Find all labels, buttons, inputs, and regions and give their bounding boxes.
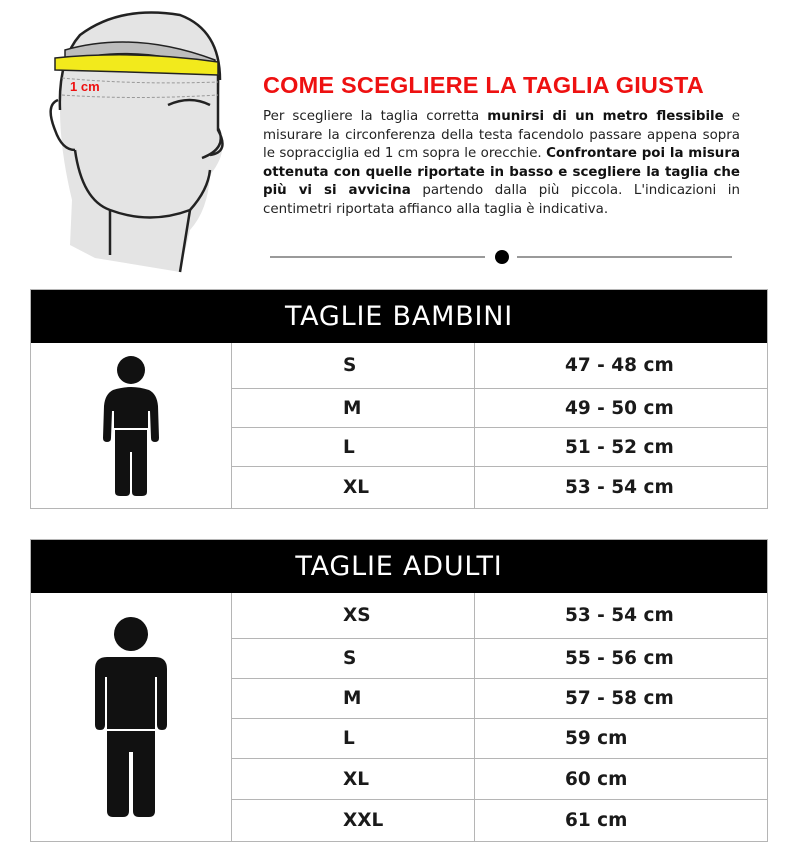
instructions-text: Per scegliere la taglia corretta: [263, 109, 488, 124]
table-row: XL 60 cm: [232, 759, 767, 800]
table-row: S 55 - 56 cm: [232, 639, 767, 679]
table-row: XXL 61 cm: [232, 800, 767, 841]
table-row: XL 53 - 54 cm: [232, 467, 767, 508]
table-row: L 59 cm: [232, 719, 767, 759]
measure-cell: 47 - 48 cm: [565, 355, 674, 376]
adults-size-table: TAGLIE ADULTI XS 53 - 54 cm S 55 - 56 cm M…: [30, 539, 768, 842]
size-cell: M: [232, 679, 475, 718]
divider-line: [517, 256, 732, 258]
divider-dot: [495, 250, 509, 264]
size-cell: S: [232, 343, 475, 388]
instructions-bold-text: munirsi di un metro flessibile: [487, 109, 724, 124]
adults-table-title: TAGLIE ADULTI: [31, 540, 767, 593]
instructions-bold-text: Confrontare poi la misura ottenuta con q…: [263, 146, 740, 199]
table-row: M 49 - 50 cm: [232, 389, 767, 428]
size-cell: S: [232, 639, 475, 678]
kids-table-title: TAGLIE BAMBINI: [31, 290, 767, 343]
instructions-text: e misurare la circonferenza della testa …: [263, 109, 740, 162]
adult-icon: [95, 617, 167, 817]
size-cell: XS: [232, 593, 475, 638]
measure-cell: 61 cm: [565, 810, 628, 831]
table-row: S 47 - 48 cm: [232, 343, 767, 389]
instructions-text: partendo dalla più piccola. L'indicazion…: [263, 183, 740, 217]
child-icon: [103, 355, 159, 496]
measure-cell: 49 - 50 cm: [565, 397, 674, 419]
divider-line: [270, 256, 485, 258]
table-row: M 57 - 58 cm: [232, 679, 767, 719]
page-title: COME SCEGLIERE LA TAGLIA GIUSTA: [263, 72, 704, 98]
measure-cell: 53 - 54 cm: [565, 477, 674, 498]
table-row: XS 53 - 54 cm: [232, 593, 767, 639]
size-cell: L: [232, 428, 475, 466]
size-cell: M: [232, 389, 475, 427]
instructions-paragraph: Per scegliere la taglia corretta munirsi…: [263, 108, 740, 220]
kids-size-table: TAGLIE BAMBINI S 47 - 48 cm M 49 - 50 cm L…: [30, 289, 768, 509]
measure-cell: 53 - 54 cm: [565, 605, 674, 626]
size-cell: XL: [232, 467, 475, 508]
measure-cell: 55 - 56 cm: [565, 648, 674, 669]
size-cell: XXL: [232, 800, 475, 841]
tape-measure-icon: [54, 54, 219, 76]
measure-cell: 51 - 52 cm: [565, 436, 674, 458]
size-cell: L: [232, 719, 475, 758]
size-cell: XL: [232, 759, 475, 799]
measure-cell: 60 cm: [565, 768, 628, 790]
table-row: L 51 - 52 cm: [232, 428, 767, 467]
measure-cell: 59 cm: [565, 728, 628, 749]
head-measurement-illustration: 1 cm: [49, 11, 224, 273]
measure-cell: 57 - 58 cm: [565, 688, 674, 709]
illustration-label: 1 cm: [70, 79, 100, 94]
